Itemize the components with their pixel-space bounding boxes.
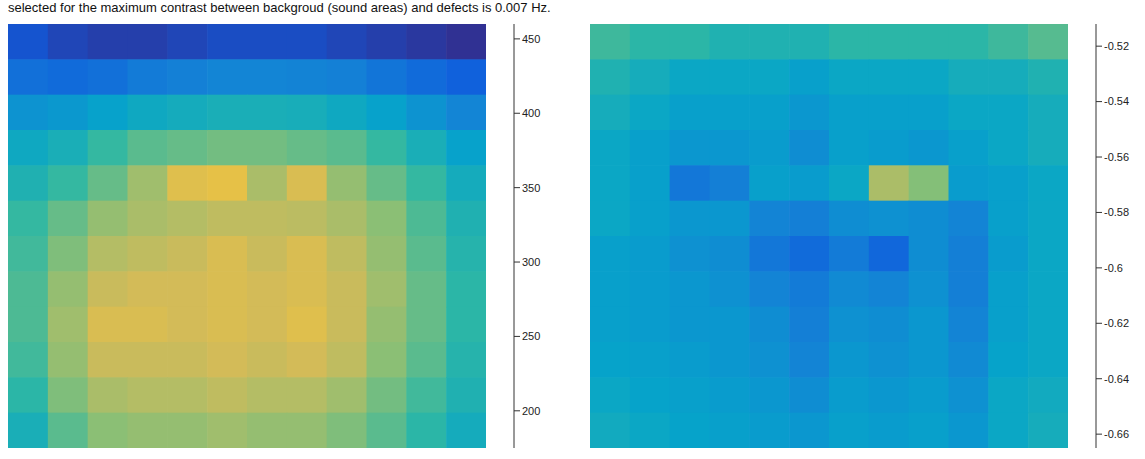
svg-text:-0.64: -0.64: [1104, 373, 1129, 385]
svg-text:400: 400: [522, 107, 540, 119]
svg-text:250: 250: [522, 330, 540, 342]
svg-text:300: 300: [522, 256, 540, 268]
svg-text:450: 450: [522, 33, 540, 45]
svg-text:-0.54: -0.54: [1104, 95, 1129, 107]
html-text:selected for the maximum contr: selected for the maximum contrast betwee…: [8, 0, 551, 15]
svg-text:200: 200: [522, 405, 540, 417]
svg-text:350: 350: [522, 182, 540, 194]
svg-text:-0.58: -0.58: [1104, 206, 1129, 218]
svg-text:-0.6: -0.6: [1104, 262, 1123, 274]
svg-text:-0.56: -0.56: [1104, 151, 1129, 163]
svg-text:-0.62: -0.62: [1104, 317, 1129, 329]
svg-text:-0.66: -0.66: [1104, 428, 1129, 440]
svg-text:-0.52: -0.52: [1104, 40, 1129, 52]
